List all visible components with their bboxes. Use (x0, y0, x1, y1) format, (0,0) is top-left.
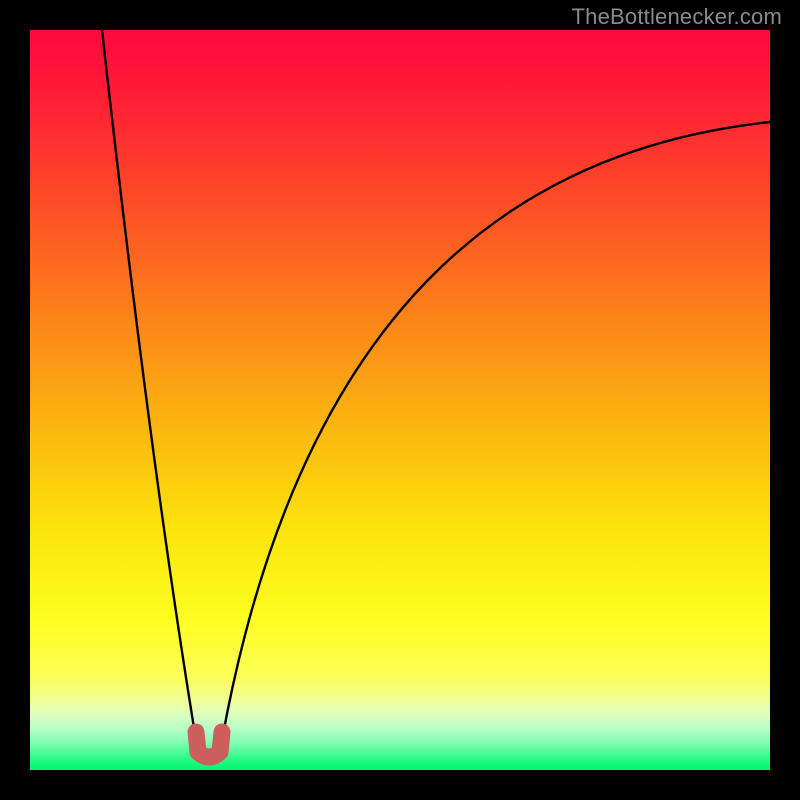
chart-svg (30, 30, 770, 770)
plot-area (30, 30, 770, 770)
watermark-text: TheBottlenecker.com (572, 4, 782, 30)
gradient-background (30, 30, 770, 770)
